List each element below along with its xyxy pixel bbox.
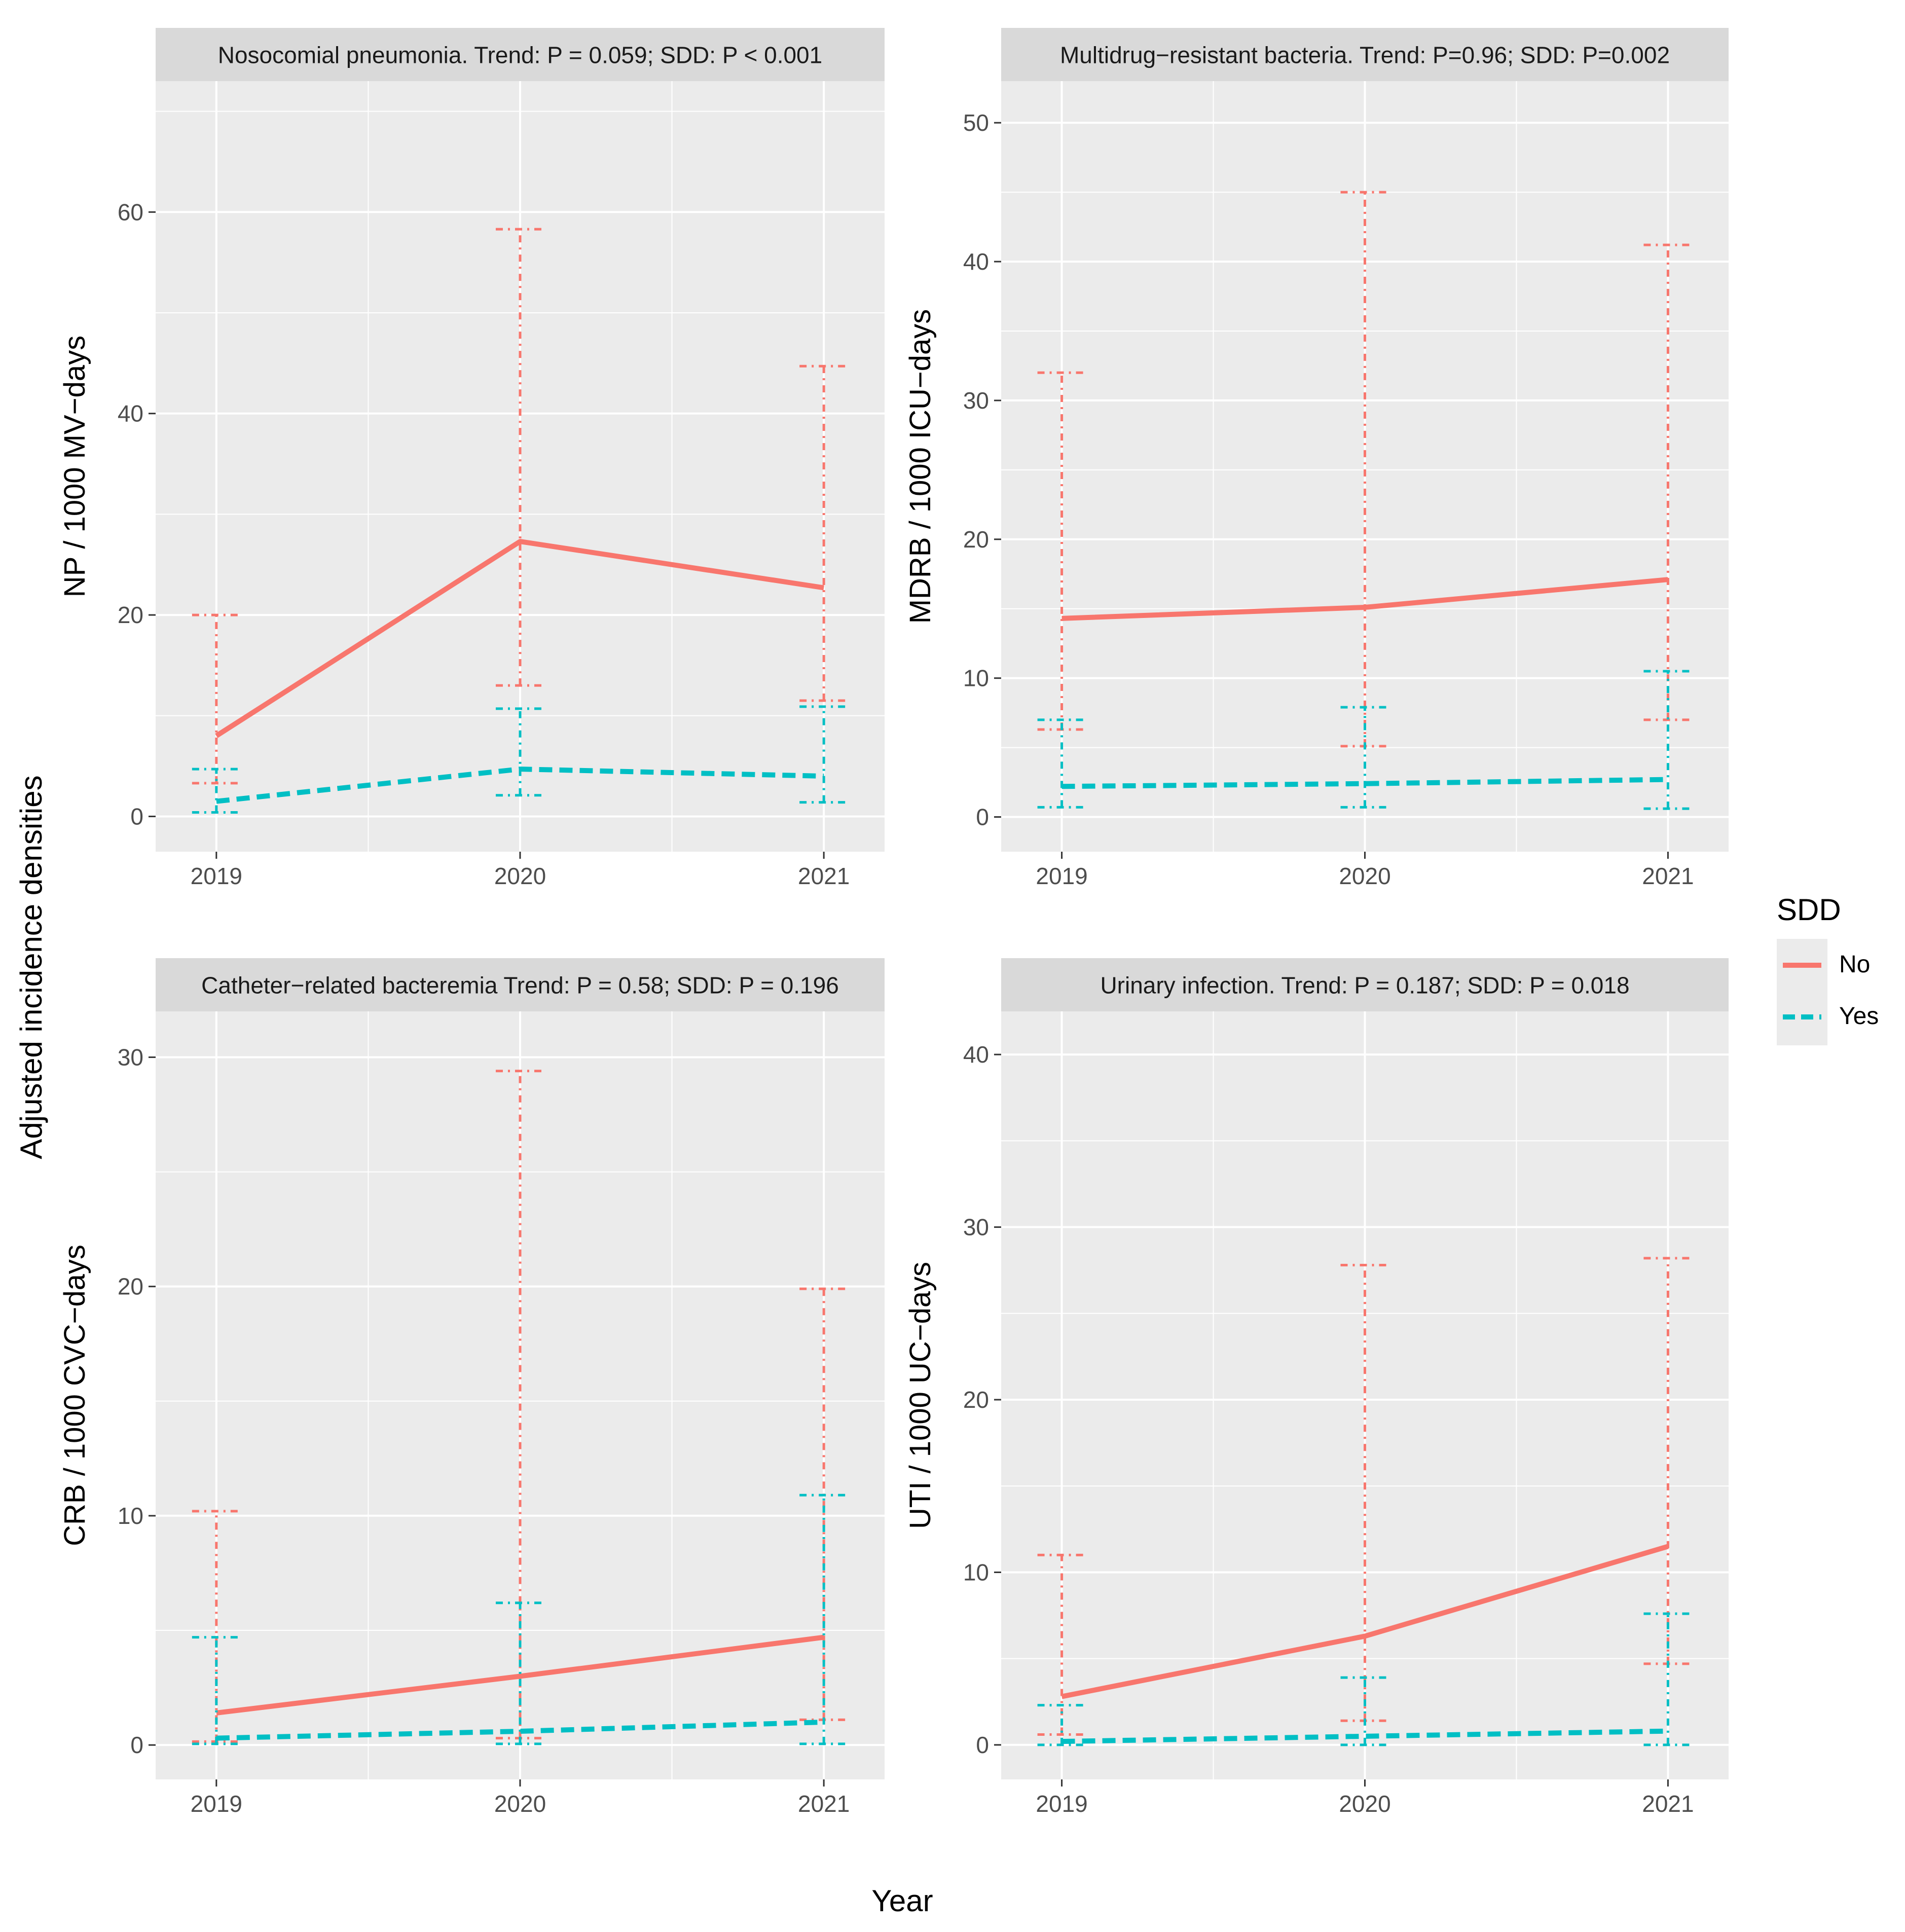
panel-title: Multidrug−resistant bacteria. Trend: P=0… — [1060, 42, 1670, 68]
x-tick-label: 2019 — [1036, 863, 1087, 889]
legend-label-no: No — [1839, 951, 1870, 978]
panel-nosocomial-pneumonia: Nosocomial pneumonia. Trend: P = 0.059; … — [58, 28, 885, 889]
y-tick-label: 40 — [963, 1041, 989, 1068]
y-tick-label: 10 — [118, 1503, 143, 1529]
y-tick-label: 10 — [963, 665, 989, 691]
x-tick-label: 2020 — [1339, 863, 1390, 889]
panel-title: Catheter−related bacteremia Trend: P = 0… — [201, 972, 839, 999]
y-tick-label: 40 — [963, 248, 989, 275]
panel-strip — [156, 958, 885, 1011]
x-tick-label: 2021 — [1642, 1791, 1694, 1817]
legend-key-background — [1777, 939, 1827, 1045]
figure-x-axis-title: Year — [871, 1884, 933, 1918]
series-line-yes — [216, 767, 824, 804]
y-tick-label: 20 — [118, 1273, 143, 1300]
y-tick-label: 0 — [130, 1732, 143, 1758]
x-tick-label: 2020 — [494, 1791, 546, 1817]
x-tick-label: 2019 — [1036, 1791, 1087, 1817]
x-tick-label: 2021 — [798, 1791, 850, 1817]
y-tick-label: 30 — [963, 387, 989, 414]
panel-strip — [156, 28, 885, 81]
legend-label-yes: Yes — [1839, 1003, 1879, 1030]
y-tick-label: 0 — [976, 804, 989, 830]
panel-y-axis-title: CRB / 1000 CVC−days — [58, 1245, 91, 1546]
panel-strip — [1001, 958, 1729, 1011]
panel-title: Nosocomial pneumonia. Trend: P = 0.059; … — [218, 42, 822, 68]
panel-urinary-infection: Urinary infection. Trend: P = 0.187; SDD… — [904, 958, 1729, 1817]
y-tick-label: 30 — [118, 1044, 143, 1070]
panel-y-axis-title: MDRB / 1000 ICU−days — [904, 309, 937, 624]
panel-y-axis-title: UTI / 1000 UC−days — [904, 1262, 937, 1529]
y-tick-label: 60 — [118, 199, 143, 225]
panel-title: Urinary infection. Trend: P = 0.187; SDD… — [1100, 972, 1629, 999]
x-tick-label: 2020 — [1339, 1791, 1390, 1817]
panel-strip — [1001, 28, 1729, 81]
x-tick-label: 2021 — [798, 863, 850, 889]
y-tick-label: 50 — [963, 110, 989, 136]
series-line-no — [1061, 577, 1668, 621]
x-tick-label: 2020 — [494, 863, 546, 889]
panel-catheter-related-bacteremia: Catheter−related bacteremia Trend: P = 0… — [58, 958, 885, 1817]
figure-y-axis-title: Adjusted incidence densities — [14, 775, 48, 1159]
y-tick-label: 30 — [963, 1214, 989, 1241]
y-tick-label: 0 — [976, 1732, 989, 1758]
y-tick-label: 40 — [118, 400, 143, 427]
y-tick-label: 20 — [118, 602, 143, 628]
legend-title: SDD — [1777, 893, 1841, 927]
y-tick-label: 20 — [963, 526, 989, 553]
x-tick-label: 2021 — [1642, 863, 1694, 889]
x-tick-label: 2019 — [191, 1791, 242, 1817]
series-line-no — [215, 539, 824, 738]
panel-y-axis-title: NP / 1000 MV−days — [58, 336, 91, 597]
x-tick-label: 2019 — [191, 863, 242, 889]
y-tick-label: 10 — [963, 1559, 989, 1585]
panel-multidrug-resistant-bacteria: Multidrug−resistant bacteria. Trend: P=0… — [904, 28, 1729, 889]
legend: SDD No Yes — [1777, 893, 1879, 1045]
y-tick-label: 20 — [963, 1387, 989, 1413]
y-tick-label: 0 — [130, 803, 143, 829]
series-line-no — [216, 1634, 824, 1716]
series-line-no — [1061, 1544, 1669, 1699]
